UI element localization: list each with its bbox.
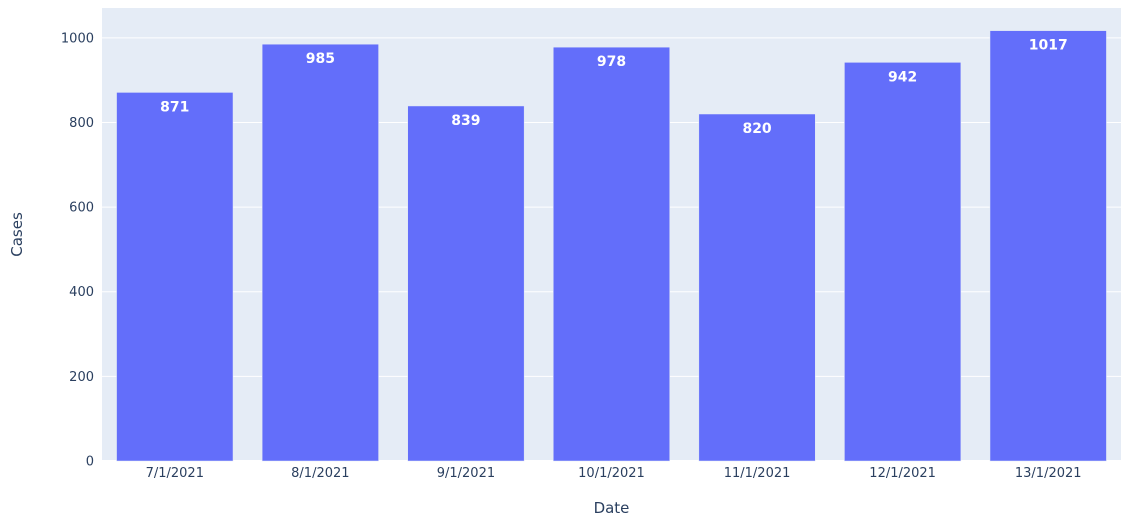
y-tick-label: 1000 <box>61 31 94 46</box>
bar <box>989 30 1107 462</box>
bar <box>698 113 816 462</box>
x-axis-title: Date <box>594 499 630 517</box>
y-axis-ticks: 0 200 400 600 800 1000 <box>61 31 94 469</box>
x-axis-ticks: 7/1/2021 8/1/2021 9/1/2021 10/1/2021 11/1/20… <box>146 466 1082 481</box>
x-tick-label: 12/1/2021 <box>869 466 936 481</box>
bar-value-label: 839 <box>451 113 480 129</box>
bar-value-label: 871 <box>160 99 189 115</box>
x-tick-label: 11/1/2021 <box>724 466 791 481</box>
y-tick-label: 400 <box>69 285 94 300</box>
bar-value-label: 978 <box>597 54 626 70</box>
y-tick-label: 0 <box>86 455 94 470</box>
bar-value-label: 985 <box>306 51 335 67</box>
x-tick-label: 13/1/2021 <box>1015 466 1082 481</box>
x-tick-label: 10/1/2021 <box>578 466 645 481</box>
bars <box>116 30 1107 462</box>
y-tick-label: 800 <box>69 116 94 131</box>
bar <box>553 46 670 462</box>
bar <box>261 43 379 462</box>
bar-value-label: 1017 <box>1029 38 1068 54</box>
y-tick-label: 200 <box>69 370 94 385</box>
y-tick-label: 600 <box>69 201 94 216</box>
bar <box>116 92 234 462</box>
x-tick-label: 7/1/2021 <box>146 466 204 481</box>
bar <box>407 105 525 462</box>
x-tick-label: 8/1/2021 <box>291 466 349 481</box>
x-tick-label: 9/1/2021 <box>437 466 495 481</box>
y-axis-title: Cases <box>8 212 26 257</box>
bar <box>844 62 962 462</box>
data-labels: 871 985 839 978 820 942 1017 <box>160 38 1068 137</box>
bar-value-label: 942 <box>888 69 917 85</box>
bar-value-label: 820 <box>742 121 771 137</box>
